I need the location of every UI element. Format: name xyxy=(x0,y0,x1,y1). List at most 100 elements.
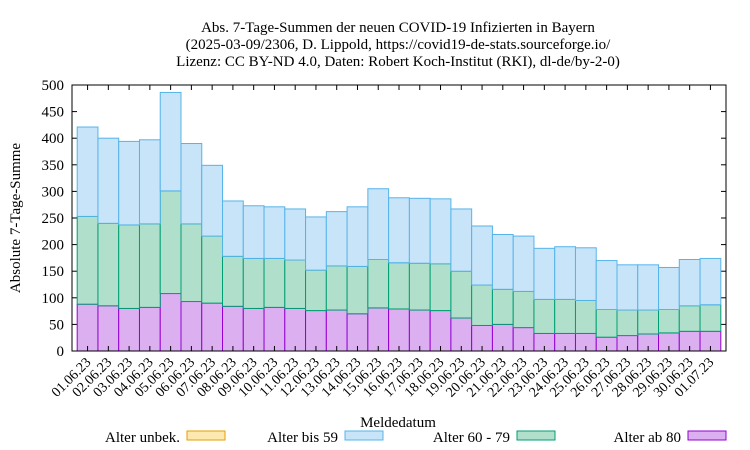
bar-segment xyxy=(242,257,265,309)
bar-segment xyxy=(699,304,722,332)
bar-segment xyxy=(388,197,410,264)
bar-segment xyxy=(346,313,369,352)
bar-segment xyxy=(450,208,473,272)
title-line-3: Lizenz: CC BY-ND 4.0, Daten: Robert Koch… xyxy=(176,54,620,70)
bar-segment xyxy=(533,247,556,300)
bar-segment xyxy=(159,190,182,295)
bar-segment xyxy=(678,258,701,307)
bar-segment xyxy=(180,223,203,303)
bar-segment xyxy=(658,266,680,311)
bar-segment xyxy=(138,306,161,352)
bar-segment xyxy=(325,309,348,352)
bar-segment xyxy=(408,197,431,264)
legend-swatch xyxy=(186,430,226,441)
bar-segment xyxy=(222,200,244,257)
bar-segment xyxy=(574,247,597,301)
bar-segment xyxy=(201,302,224,352)
bar-segment xyxy=(180,301,203,352)
legend-swatch xyxy=(344,430,384,441)
bar-segment xyxy=(325,211,348,267)
bar-segment xyxy=(118,224,140,309)
chart-title: Abs. 7-Tage-Summen der neuen COVID-19 In… xyxy=(176,20,620,70)
bar-segment xyxy=(159,91,182,192)
bar-segment xyxy=(658,309,680,334)
bar-segment xyxy=(263,306,286,352)
bar-segment xyxy=(388,308,410,352)
bar-segment xyxy=(429,310,452,352)
bar-segment xyxy=(97,137,120,224)
y-axis-label: Absolute 7-Tage-Summe xyxy=(8,143,24,294)
y-tick-label: 500 xyxy=(42,78,65,94)
bar-segment xyxy=(678,305,701,332)
bar-segment xyxy=(408,262,431,311)
bar-segment xyxy=(471,284,493,326)
y-axis: 0 50 100 150 200 250 300 350 400 450 500 xyxy=(42,78,726,360)
bar-segment xyxy=(450,270,473,319)
bar-segment xyxy=(263,257,286,308)
bar-segment xyxy=(138,223,161,308)
bars xyxy=(76,91,722,352)
y-tick-label: 100 xyxy=(42,291,65,307)
bar-segment xyxy=(97,222,120,307)
bar-segment xyxy=(616,309,639,337)
title-line-2: (2025-03-09/2306, D. Lippold, https://co… xyxy=(186,37,611,53)
legend-label: Alter unbek. xyxy=(105,430,180,446)
y-tick-label: 0 xyxy=(57,344,65,360)
bar-segment xyxy=(491,233,514,290)
bar-segment xyxy=(388,262,410,310)
bar-segment xyxy=(242,205,265,259)
legend-swatch xyxy=(516,430,556,441)
bar-segment xyxy=(533,298,556,334)
legend: Alter unbek. Alter bis 59 Alter 60 - 79 Alt… xyxy=(105,430,727,446)
bar-segment xyxy=(325,265,348,311)
legend-label: Alter ab 80 xyxy=(614,430,681,446)
bar-segment xyxy=(222,255,244,307)
y-tick-label: 450 xyxy=(42,105,65,121)
bar-segment xyxy=(305,310,327,352)
bar-segment xyxy=(284,208,307,261)
bar-segment xyxy=(512,235,535,292)
bar-segment xyxy=(159,293,182,352)
bar-segment xyxy=(429,198,452,265)
bar-segment xyxy=(471,225,493,286)
bar-segment xyxy=(305,216,327,271)
bar-segment xyxy=(367,307,390,352)
bar-segment xyxy=(222,305,244,352)
bar-segment xyxy=(346,265,369,315)
bar-segment xyxy=(616,264,639,311)
title-line-1: Abs. 7-Tage-Summen der neuen COVID-19 In… xyxy=(201,20,595,36)
bar-segment xyxy=(595,260,618,311)
bar-segment xyxy=(97,305,120,352)
bar-segment xyxy=(284,259,307,309)
y-tick-label: 200 xyxy=(42,238,65,254)
bar-segment xyxy=(201,164,224,237)
bar-segment xyxy=(408,309,431,352)
bar-segment xyxy=(201,235,224,304)
bar-segment xyxy=(263,206,286,259)
bar-segment xyxy=(429,263,452,312)
legend-label: Alter 60 - 79 xyxy=(433,430,510,446)
bar-segment xyxy=(118,140,140,226)
y-tick-label: 150 xyxy=(42,264,65,280)
legend-label: Alter bis 59 xyxy=(267,430,338,446)
bar-segment xyxy=(138,139,161,225)
bar-segment xyxy=(637,309,660,335)
y-tick-label: 300 xyxy=(42,184,65,200)
bar-segment xyxy=(76,303,99,352)
bar-segment xyxy=(180,143,203,225)
x-axis-label: Meldedatum xyxy=(360,415,436,431)
bar-segment xyxy=(367,188,390,260)
bar-segment xyxy=(491,288,514,325)
bar-segment xyxy=(554,246,576,300)
y-tick-label: 350 xyxy=(42,158,65,174)
y-tick-label: 250 xyxy=(42,211,65,227)
bar-segment xyxy=(346,206,369,267)
bar-segment xyxy=(595,309,618,338)
legend-swatch xyxy=(687,430,727,441)
bar-segment xyxy=(367,258,390,309)
bar-segment xyxy=(574,299,597,334)
bar-segment xyxy=(699,257,722,306)
bar-segment xyxy=(242,307,265,352)
bar-segment xyxy=(118,307,140,352)
bar-segment xyxy=(76,126,99,217)
